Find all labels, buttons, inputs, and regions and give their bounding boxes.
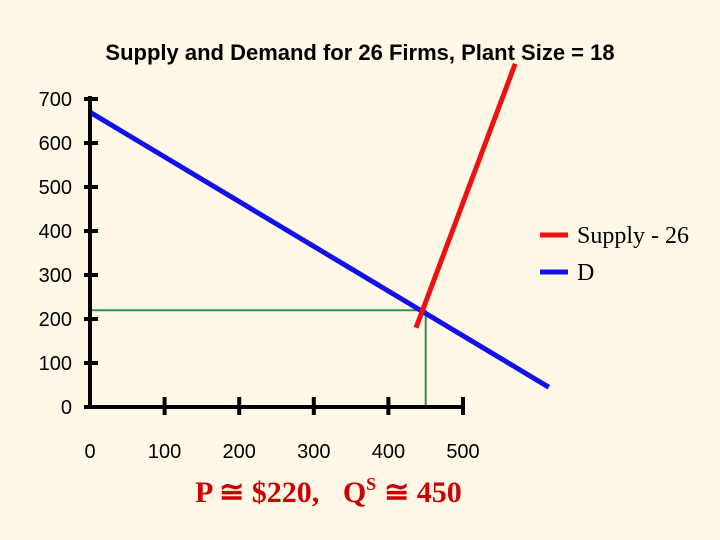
x-tick-label-100: 100 (148, 441, 181, 463)
price-annotation: P ≅ $220, (195, 476, 319, 509)
x-tick-label-300: 300 (297, 441, 330, 463)
y-tick-label-0: 0 (61, 397, 72, 419)
tick-marks (84, 97, 465, 415)
series-line-demand (88, 110, 551, 390)
series-line-supply (413, 62, 518, 329)
axes (88, 96, 463, 409)
chart-title: Supply and Demand for 26 Firms, Plant Si… (105, 40, 614, 65)
plot-area (88, 62, 551, 407)
legend-label-supply: Supply - 26 (577, 223, 689, 249)
legend: Supply - 26 D (540, 223, 689, 286)
y-tick-label-700: 700 (39, 89, 72, 111)
legend-label-demand: D (577, 260, 594, 286)
y-tick-label-600: 600 (39, 133, 72, 155)
y-tick-label-500: 500 (39, 177, 72, 199)
y-tick-label-400: 400 (39, 221, 72, 243)
y-tick-label-300: 300 (39, 265, 72, 287)
tick-labels: 0 100 200 300 400 500 600 700 0 100 200 300 400 500 (39, 89, 480, 463)
y-tick-label-100: 100 (39, 353, 72, 375)
x-tick-label-400: 400 (372, 441, 405, 463)
equilibrium-annotation: P ≅ $220, QS ≅ 450 (195, 474, 462, 509)
y-tick-label-200: 200 (39, 309, 72, 331)
x-tick-label-200: 200 (223, 441, 256, 463)
x-tick-label-0: 0 (84, 441, 95, 463)
quantity-value: ≅ 450 (384, 476, 462, 509)
quantity-superscript: S (366, 474, 376, 494)
x-tick-label-500: 500 (446, 441, 479, 463)
quantity-annotation: Q (343, 476, 366, 509)
